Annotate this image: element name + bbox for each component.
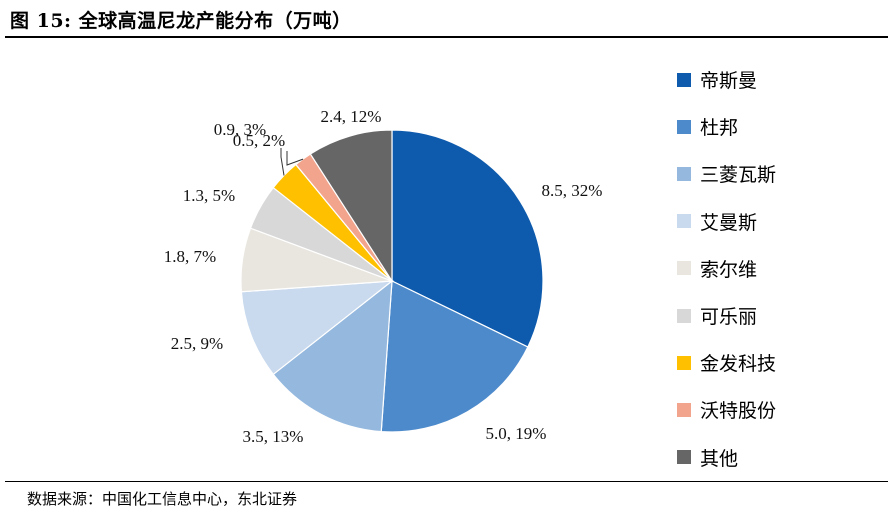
bottom-rule <box>5 481 888 482</box>
pie-chart: 8.5, 32% 5.0, 19% 3.5, 13% 2.5, 9% 1.8, 7% 1.… <box>164 107 603 446</box>
legend-label: 三菱瓦斯 <box>700 164 777 187</box>
slice-data-label: 2.5, 9% <box>171 334 223 353</box>
slice-data-label: 0.9, 3% <box>214 120 266 139</box>
legend-label: 沃特股份 <box>700 400 777 423</box>
slice-data-label: 3.5, 13% <box>243 427 304 446</box>
legend-item: 杜邦 <box>677 103 776 150</box>
legend-label: 其他 <box>700 447 739 470</box>
pie-slice <box>380 280 529 433</box>
legend-item: 艾曼斯 <box>677 198 776 245</box>
legend-swatch <box>677 355 691 370</box>
slice-data-label: 1.8, 7% <box>164 247 216 266</box>
legend-label: 帝斯曼 <box>700 70 758 93</box>
legend-label: 杜邦 <box>700 117 739 140</box>
legend-swatch <box>677 308 691 323</box>
legend-swatch <box>677 402 691 417</box>
legend-label: 金发科技 <box>700 353 777 376</box>
pie-slice <box>272 279 393 433</box>
chart-legend: 帝斯曼杜邦三菱瓦斯艾曼斯索尔维可乐丽金发科技沃特股份其他 <box>677 56 776 481</box>
legend-swatch <box>677 119 691 134</box>
legend-label: 艾曼斯 <box>700 211 758 234</box>
legend-item: 三菱瓦斯 <box>677 150 776 197</box>
leader-line <box>280 148 285 176</box>
pie-slice <box>240 280 394 376</box>
slice-data-label: 2.4, 12% <box>321 107 382 126</box>
legend-swatch <box>677 166 691 181</box>
chart-title: 图 15: 全球高温尼龙产能分布（万吨） <box>10 10 352 32</box>
legend-item: 金发科技 <box>677 339 776 386</box>
legend-item: 其他 <box>677 434 776 481</box>
legend-swatch <box>677 214 691 229</box>
top-rule <box>5 36 888 38</box>
legend-label: 索尔维 <box>700 258 758 281</box>
legend-item: 索尔维 <box>677 245 776 292</box>
slice-data-label: 0.5, 2% <box>233 131 285 150</box>
pie-slice <box>391 129 544 348</box>
slice-data-label: 1.3, 5% <box>183 186 235 205</box>
leader-line <box>286 151 304 166</box>
legend-item: 沃特股份 <box>677 386 776 433</box>
legend-item: 帝斯曼 <box>677 56 776 103</box>
legend-swatch <box>677 72 691 87</box>
data-source-note: 数据来源：中国化工信息中心，东北证券 <box>27 490 298 508</box>
legend-swatch <box>677 450 691 465</box>
legend-label: 可乐丽 <box>700 306 758 329</box>
pie-slice <box>309 129 393 284</box>
slice-data-label: 8.5, 32% <box>542 181 603 200</box>
slice-data-label: 5.0, 19% <box>486 424 547 443</box>
legend-swatch <box>677 261 691 276</box>
legend-item: 可乐丽 <box>677 292 776 339</box>
